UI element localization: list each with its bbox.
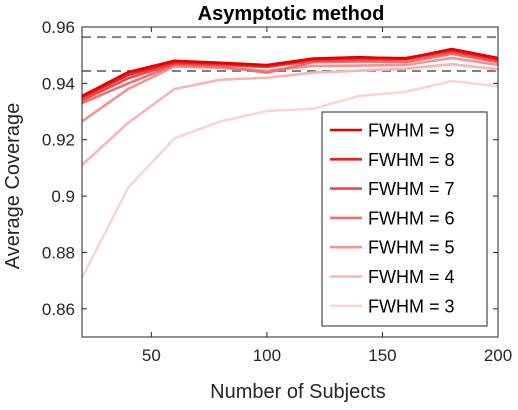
x-tick-label: 150 bbox=[368, 346, 396, 365]
series-line-7 bbox=[80, 79, 499, 279]
legend-label-7: FWHM = 3 bbox=[368, 296, 455, 316]
series-lines bbox=[80, 47, 499, 279]
y-tick-label: 0.94 bbox=[42, 74, 75, 93]
chart-title: Asymptotic method bbox=[198, 3, 385, 25]
x-tick-label: 50 bbox=[142, 346, 161, 365]
y-tick-label: 0.96 bbox=[42, 18, 75, 37]
tick-labels: 50 100 150 200 0.86 0.88 0.9 0.92 0.94 0.96 bbox=[42, 18, 512, 365]
legend: FWHM = 9 FWHM = 8 FWHM = 7 FWHM = 6 FWHM = 5… bbox=[321, 111, 488, 327]
series-line-4 bbox=[81, 52, 499, 105]
legend-label-6: FWHM = 4 bbox=[368, 267, 455, 287]
axes bbox=[81, 26, 499, 338]
series-line-6 bbox=[81, 62, 499, 167]
y-tick-label: 0.86 bbox=[42, 300, 75, 319]
y-tick-label: 0.92 bbox=[42, 131, 75, 150]
y-axis-label: Average Coverage bbox=[2, 103, 24, 269]
y-tick-label: 0.88 bbox=[42, 243, 75, 262]
legend-label-5: FWHM = 5 bbox=[368, 238, 455, 258]
series-line-1 bbox=[81, 47, 499, 98]
y-tick-label: 0.9 bbox=[51, 187, 75, 206]
x-axis-label: Number of Subjects bbox=[210, 381, 386, 403]
legend-label-4: FWHM = 6 bbox=[368, 208, 455, 228]
x-tick-label: 100 bbox=[253, 346, 281, 365]
reference-lines bbox=[82, 36, 498, 72]
legend-label-2: FWHM = 8 bbox=[368, 150, 455, 170]
legend-label-1: FWHM = 9 bbox=[368, 121, 455, 141]
x-tick-label: 200 bbox=[484, 346, 512, 365]
legend-label-3: FWHM = 7 bbox=[368, 179, 455, 199]
axes-box bbox=[81, 26, 499, 338]
